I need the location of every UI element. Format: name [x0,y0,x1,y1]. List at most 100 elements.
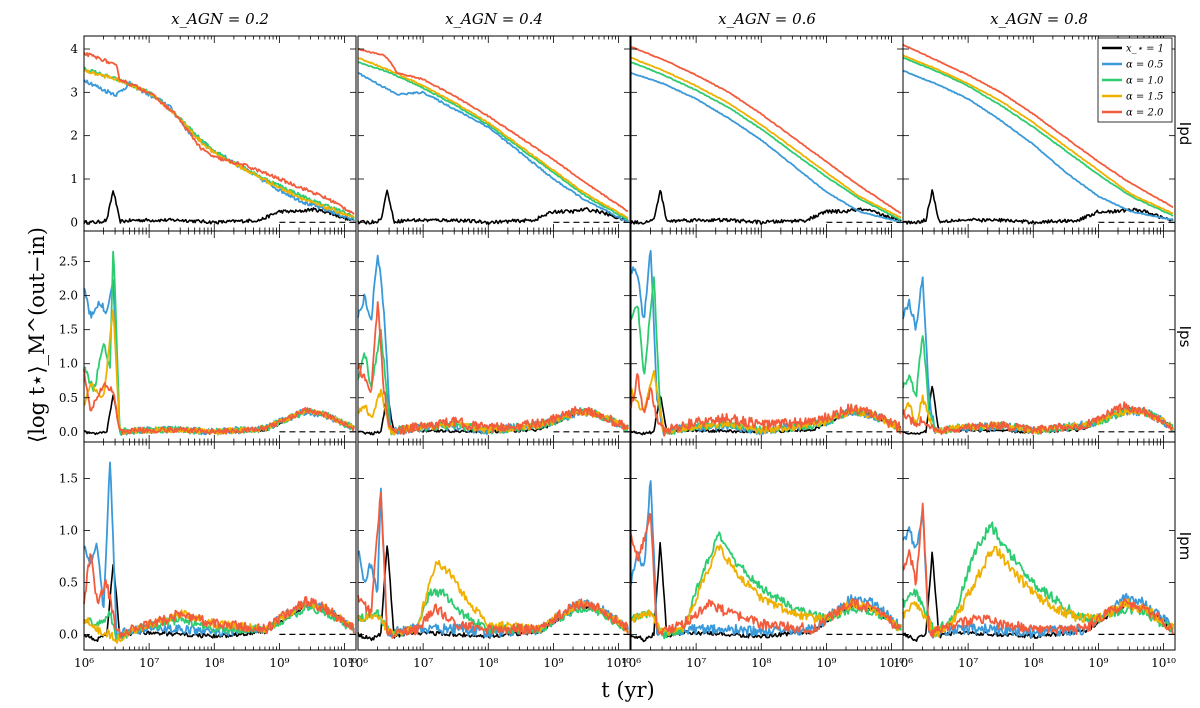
series-a05-line [83,461,355,639]
column-titles: x_AGN = 0.2 x_AGN = 0.4 x_AGN = 0.6 x_AGN =… [171,10,1088,28]
x-tick-label: 10¹⁰ [332,656,357,670]
series-a20-line [357,47,629,212]
x-tick-label: 10⁹ [269,656,289,670]
panel-r0-c2 [630,35,904,232]
x-axis-label: t (yr) [601,678,654,702]
x-tick-label: 10¹⁰ [879,656,904,670]
legend-entry-label: α = 1.0 [1126,76,1164,87]
panel-r1-c0: 0.0 0.5 1.0 1.5 2.0 2.5 [59,230,357,443]
y-tick-label: 4 [70,42,78,56]
legend: x_⋆ = 1 α = 0.5 α = 1.0 α = 1.5 α = 2.0 [1097,37,1173,123]
x-tick-label: 10⁸ [1023,656,1043,670]
y-tick-label: 3 [70,85,78,99]
panel-r0-c3 [902,35,1176,232]
series-a10-line [902,521,1174,637]
panel-r1-c3 [902,230,1176,443]
legend-entry-label: α = 1.5 [1126,92,1163,103]
series-a05-line [630,480,902,638]
series-a15-line [357,559,629,638]
y-axis-label: ⟨log t⋆⟩_M^(out−in) [25,227,49,443]
series-a15-line [902,545,1174,638]
y-tick-label: 0.0 [59,425,78,439]
series-a20-line [357,491,629,639]
series-a10-line [357,328,629,436]
panel-frame [630,441,904,651]
x-tick-label: 10⁶ [621,656,641,670]
panel-frame [83,441,357,651]
x-tick-label: 10⁹ [816,656,836,670]
x-tick-label: 10⁷ [139,656,159,670]
column-title-2: x_AGN = 0.6 [718,10,816,28]
series-a10-line [902,335,1174,435]
series-a05-line [358,72,629,224]
row-labels: Ipd Ips Ipm [1176,122,1194,561]
series-a20-line [83,553,355,639]
legend-entry-label: x_⋆ = 1 [1126,44,1164,55]
row-label-ipd: Ipd [1176,122,1194,145]
panel-grid: 0 1 2 3 4 0.0 0.5 1.0 1.5 2.0 2.5 10⁶ 10⁷ 10⁸ 10⁹ 10¹⁰ 0… [59,35,1176,670]
row-label-ips: Ips [1176,326,1194,348]
y-tick-label: 2 [70,129,78,143]
series-a05-line [357,254,629,436]
series-black-line [83,190,355,225]
x-tick-label: 10¹⁰ [1151,656,1176,670]
x-tick-label: 10⁸ [478,656,498,670]
x-tick-label: 10⁷ [686,656,706,670]
legend-entry-label: α = 2.0 [1126,108,1164,119]
y-tick-label: 0.5 [59,575,78,589]
y-tick-label: 0 [70,215,78,229]
series-a20-line [83,368,355,435]
x-tick-label: 10⁹ [1088,656,1108,670]
y-tick-label: 1.0 [59,523,78,537]
column-title-3: x_AGN = 0.8 [990,10,1088,28]
y-tick-label: 2.0 [59,289,78,303]
panel-r1-c1 [357,230,631,443]
series-a05-line [630,71,902,224]
series-a10-line [902,56,1174,217]
series-a20-line [902,401,1174,436]
series-a10-line [83,250,355,436]
series-a05-line [902,69,1174,222]
x-tick-label: 10¹⁰ [606,656,631,670]
series-a05-line [357,487,629,638]
series-black-line [630,189,902,225]
panel-frame [902,441,1176,651]
y-tick-label: 0.0 [59,627,78,641]
series-a20-line [902,502,1174,638]
x-tick-label: 10⁹ [543,656,563,670]
series-a20-line [630,46,902,215]
series-a05-line [902,514,1174,639]
x-tick-label: 10⁸ [204,656,224,670]
y-tick-label: 0.5 [59,391,78,405]
panel-r0-c1 [357,35,631,232]
x-tick-label: 10⁶ [348,656,368,670]
series-a20-line [630,373,902,437]
series-a15-line [357,57,629,220]
y-tick-label: 1.5 [59,471,78,485]
panel-frame [357,441,631,651]
series-a10-line [357,60,629,221]
series-a20-line [902,43,1174,209]
column-title-1: x_AGN = 0.4 [445,10,543,28]
series-black-line [357,189,629,225]
panel-r2-c0: 10⁶ 10⁷ 10⁸ 10⁹ 10¹⁰ 0.0 0.5 1.0 1.5 [59,441,357,670]
series-a20-line [83,51,355,215]
y-tick-label: 1 [70,172,78,186]
x-tick-label: 10⁶ [893,656,913,670]
y-tick-label: 1.5 [59,323,78,337]
series-a20-line [630,512,902,636]
series-a10-line [630,531,902,640]
x-tick-label: 10⁷ [413,656,433,670]
series-a20-line [357,301,629,436]
series-a15-line [630,56,902,219]
series-a15-line [902,54,1174,214]
series-a10-line [630,61,902,221]
panel-r2-c1: 10⁶ 10⁷ 10⁸ 10⁹ 10¹⁰ [348,441,631,670]
column-title-0: x_AGN = 0.2 [171,10,269,28]
x-tick-label: 10⁶ [74,656,94,670]
panel-r2-c2: 10⁶ 10⁷ 10⁸ 10⁹ 10¹⁰ [621,441,904,670]
row-label-ipm: Ipm [1176,532,1194,561]
legend-entry-label: α = 0.5 [1126,60,1163,71]
x-tick-label: 10⁷ [958,656,978,670]
